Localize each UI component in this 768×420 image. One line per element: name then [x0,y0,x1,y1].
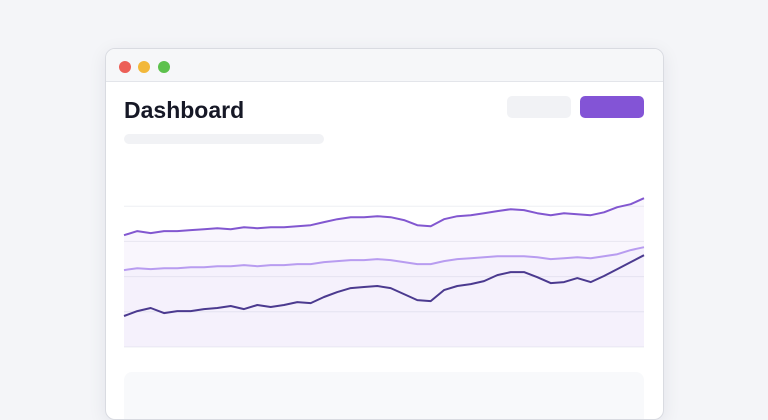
title-bar [106,49,663,82]
maximize-dot[interactable] [158,61,170,73]
minimize-dot[interactable] [138,61,150,73]
page: {"header": {"title": "Dashboard"}, "char… [105,48,664,420]
series-area [124,198,644,347]
series-line [123,246,645,272]
chart [123,197,645,348]
page-title: Dashboard [124,97,245,123]
subtitle-placeholder [124,134,324,144]
series-line [123,254,645,317]
close-dot[interactable] [119,61,131,73]
secondary-button[interactable] [507,96,571,118]
app-window: Dashboard [105,48,664,420]
series-line [123,197,645,237]
primary-button[interactable] [580,96,644,118]
